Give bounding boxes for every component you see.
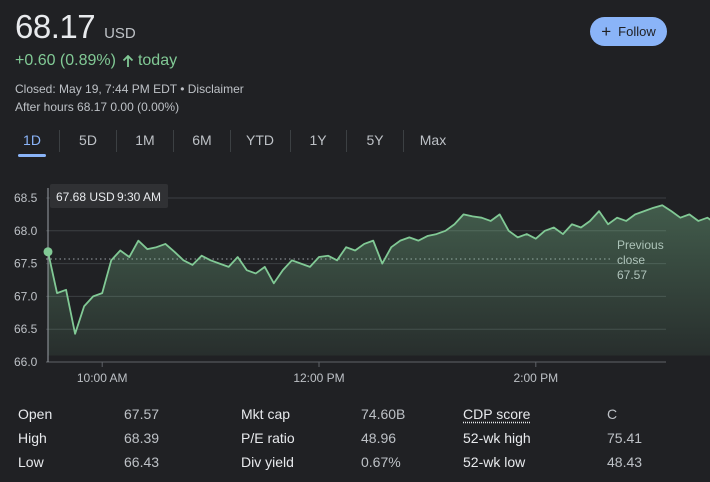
- x-tick-label: 10:00 AM: [77, 371, 128, 385]
- y-tick-label: 68.5: [14, 191, 38, 205]
- regular-session-area: [48, 205, 710, 356]
- quote-header: 68.17 USD: [15, 8, 136, 46]
- stat-value-52wk-high: 75.41: [607, 430, 643, 446]
- meta-separator: •: [180, 82, 185, 96]
- change-period: today: [137, 52, 178, 69]
- stat-label-low: Low: [18, 454, 44, 470]
- tooltip-box: [50, 184, 168, 208]
- tooltip-time: 9:30 AM: [117, 190, 161, 204]
- plus-icon: +: [601, 22, 612, 41]
- stat-value-high: 68.39: [124, 430, 160, 446]
- price-change: +0.60 (0.89%) today: [15, 52, 177, 70]
- tab-divider: [290, 130, 291, 152]
- stat-label-open: Open: [18, 406, 53, 422]
- stat-label-high: High: [18, 430, 47, 446]
- tab-divider: [59, 130, 60, 152]
- arrow-up-icon: [122, 54, 134, 68]
- x-tick-label: 12:00 PM: [293, 371, 344, 385]
- tab-1m[interactable]: 1M: [135, 132, 155, 148]
- tab-5y[interactable]: 5Y: [366, 132, 384, 148]
- stat-value-52wk-low: 48.43: [607, 454, 643, 470]
- time-range-tabs: 1D 5D 1M 6M YTD 1Y 5Y Max: [0, 128, 710, 158]
- current-price: 68.17: [15, 8, 96, 45]
- tab-divider: [346, 130, 347, 152]
- stat-label-pe-ratio: P/E ratio: [241, 430, 295, 446]
- tab-1y[interactable]: 1Y: [309, 132, 327, 148]
- x-tick-label: 2:00 PM: [513, 371, 558, 385]
- tab-ytd[interactable]: YTD: [246, 132, 274, 148]
- regular-session-line: [47, 204, 710, 335]
- y-tick-label: 66.5: [14, 322, 38, 336]
- follow-button[interactable]: + Follow: [590, 17, 667, 46]
- tab-max[interactable]: Max: [419, 132, 447, 148]
- tab-6m[interactable]: 6M: [192, 132, 212, 148]
- currency-label: USD: [104, 25, 136, 42]
- stat-value-div-yield: 0.67%: [361, 454, 401, 470]
- tab-1d[interactable]: 1D: [18, 128, 46, 157]
- disclaimer-link[interactable]: Disclaimer: [187, 82, 244, 96]
- after-hours-text: After hours 68.17 0.00 (0.00%): [15, 100, 180, 114]
- stat-label-52wk-low: 52-wk low: [463, 454, 526, 470]
- market-status: Closed: May 19, 7:44 PM EDT • Disclaimer: [15, 82, 244, 96]
- tab-divider: [230, 130, 231, 152]
- tooltip-price: 67.68 USD: [56, 190, 115, 204]
- stat-label-52wk-high: 52-wk high: [463, 430, 531, 446]
- closed-text: Closed: May 19, 7:44 PM EDT: [15, 82, 177, 96]
- y-tick-label: 68.0: [14, 224, 38, 238]
- stat-label-mkt-cap: Mkt cap: [241, 406, 291, 422]
- stat-value-pe-ratio: 48.96: [361, 430, 397, 446]
- tab-5d[interactable]: 5D: [79, 132, 97, 148]
- stat-value-mkt-cap: 74.60B: [361, 406, 406, 422]
- tab-divider: [173, 130, 174, 152]
- key-stats: Open 67.57 High 68.39 Low 66.43 Mkt cap …: [0, 400, 710, 482]
- follow-label: Follow: [618, 24, 656, 39]
- y-tick-label: 67.0: [14, 289, 38, 303]
- stat-value-cdp-score: C: [607, 406, 618, 422]
- y-tick-label: 67.5: [14, 257, 38, 271]
- stat-label-cdp-score[interactable]: CDP score: [463, 406, 531, 422]
- change-value: +0.60 (0.89%): [15, 52, 116, 69]
- stat-value-low: 66.43: [124, 454, 160, 470]
- tab-divider: [116, 130, 117, 152]
- price-chart[interactable]: 68.5 68.0 67.5 67.0 66.5 66.0 10:00 AM 12:00 PM…: [0, 180, 710, 400]
- y-tick-label: 66.0: [14, 355, 38, 369]
- tab-divider: [403, 130, 404, 152]
- hover-point: [43, 247, 53, 257]
- stat-value-open: 67.57: [124, 406, 160, 422]
- stat-label-div-yield: Div yield: [241, 454, 294, 470]
